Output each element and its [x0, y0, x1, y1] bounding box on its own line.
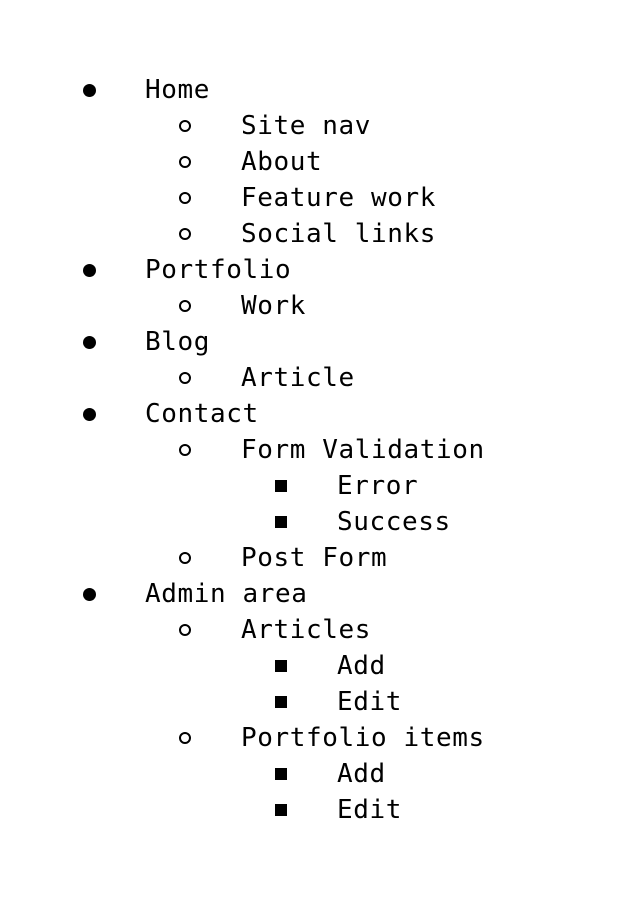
list-item-about: About	[0, 144, 620, 180]
list-item-label: Admin area	[145, 579, 308, 609]
list-item-label: Add	[337, 759, 386, 789]
list-item-site-nav: Site nav	[0, 108, 620, 144]
circle-bullet-icon	[175, 216, 195, 252]
list-item-home: Home	[0, 72, 620, 108]
list-item-label: Form Validation	[241, 435, 485, 465]
circle-bullet-icon	[175, 288, 195, 324]
list-item-label: Add	[337, 651, 386, 681]
disc-bullet-icon	[79, 324, 99, 360]
list-item-label: Blog	[145, 327, 211, 357]
list-item-article: Article	[0, 360, 620, 396]
sitemap-list: Home Site nav About Feature work Social …	[0, 72, 620, 828]
disc-bullet-icon	[79, 72, 99, 108]
list-item-label: About	[241, 147, 323, 177]
list-item-articles: Articles	[0, 612, 620, 648]
list-item-portfolio: Portfolio	[0, 252, 620, 288]
list-item-social-links: Social links	[0, 216, 620, 252]
list-item-label: Home	[145, 75, 211, 105]
list-item-label: Site nav	[241, 111, 372, 141]
list-item-label: Social links	[241, 219, 437, 249]
list-item-contact: Contact	[0, 396, 620, 432]
list-item-label: Article	[241, 363, 355, 393]
list-item-label: Articles	[241, 615, 372, 645]
circle-bullet-icon	[175, 612, 195, 648]
circle-bullet-icon	[175, 180, 195, 216]
list-item-label: Edit	[337, 795, 403, 825]
list-item-post-form: Post Form	[0, 540, 620, 576]
disc-bullet-icon	[79, 252, 99, 288]
list-item-label: Work	[241, 291, 307, 321]
list-item-label: Edit	[337, 687, 403, 717]
list-item-form-validation: Form Validation	[0, 432, 620, 468]
list-item-label: Portfolio	[145, 255, 292, 285]
list-item-feature-work: Feature work	[0, 180, 620, 216]
disc-bullet-icon	[79, 576, 99, 612]
list-item-label: Success	[337, 507, 451, 537]
square-bullet-icon	[271, 648, 291, 684]
disc-bullet-icon	[79, 396, 99, 432]
square-bullet-icon	[271, 756, 291, 792]
list-item-work: Work	[0, 288, 620, 324]
circle-bullet-icon	[175, 432, 195, 468]
list-item-admin-area: Admin area	[0, 576, 620, 612]
list-item-portfolio-items-add: Add	[0, 756, 620, 792]
square-bullet-icon	[271, 684, 291, 720]
list-item-articles-edit: Edit	[0, 684, 620, 720]
list-item-label: Error	[337, 471, 419, 501]
circle-bullet-icon	[175, 360, 195, 396]
list-item-portfolio-items: Portfolio items	[0, 720, 620, 756]
list-item-label: Contact	[145, 399, 259, 429]
circle-bullet-icon	[175, 144, 195, 180]
list-item-error: Error	[0, 468, 620, 504]
square-bullet-icon	[271, 468, 291, 504]
circle-bullet-icon	[175, 540, 195, 576]
list-item-label: Portfolio items	[241, 723, 485, 753]
list-item-label: Feature work	[241, 183, 437, 213]
list-item-label: Post Form	[241, 543, 388, 573]
circle-bullet-icon	[175, 720, 195, 756]
list-item-portfolio-items-edit: Edit	[0, 792, 620, 828]
list-item-blog: Blog	[0, 324, 620, 360]
list-item-articles-add: Add	[0, 648, 620, 684]
square-bullet-icon	[271, 504, 291, 540]
circle-bullet-icon	[175, 108, 195, 144]
square-bullet-icon	[271, 792, 291, 828]
list-item-success: Success	[0, 504, 620, 540]
